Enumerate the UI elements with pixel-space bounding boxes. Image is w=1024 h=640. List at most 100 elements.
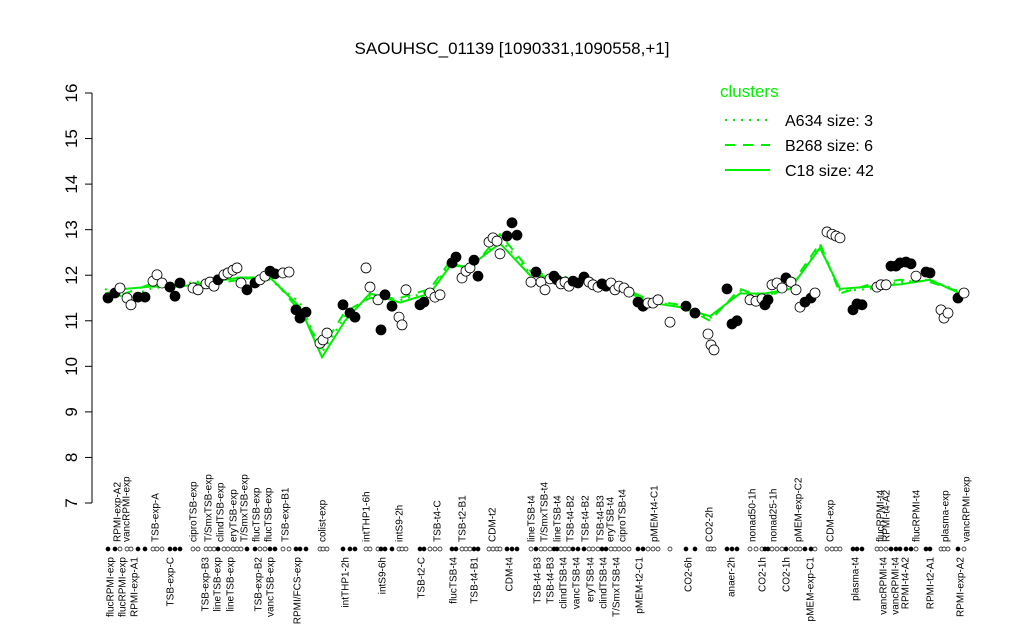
rug-point — [562, 546, 568, 552]
data-point — [396, 319, 408, 331]
rug-point — [347, 546, 353, 552]
rug-point — [449, 546, 455, 552]
data-point — [174, 277, 186, 289]
rug-point — [340, 546, 346, 552]
data-point — [169, 290, 181, 302]
rug-point — [167, 546, 173, 552]
rug-point — [612, 546, 618, 552]
rug-point — [747, 546, 753, 552]
y-tick-label: 7 — [62, 498, 81, 507]
data-point — [472, 270, 484, 282]
sample-label: RPMI-t4-A2 — [882, 489, 893, 542]
rug-point — [320, 546, 326, 552]
sample-label: CO2-1h — [758, 557, 769, 592]
rug-point — [941, 546, 947, 552]
sample-label: RPMI-exp-A2 — [113, 482, 124, 542]
sample-label: flucRPMI-t4 — [912, 489, 923, 542]
rug-point — [538, 546, 544, 552]
rug-point — [267, 546, 273, 552]
sample-label: flucTSB-exp — [252, 487, 263, 542]
rug-point — [667, 546, 673, 552]
rug-point — [293, 546, 299, 552]
sample-label: flucRPMI-t4 — [876, 489, 887, 542]
data-point — [539, 284, 551, 296]
sample-label: RPMI-exp-A2 — [956, 557, 967, 617]
data-point — [375, 324, 387, 336]
sample-label: flucTSB-t4 — [449, 557, 460, 604]
sample-label: pMEM-exp-C1 — [806, 557, 817, 622]
cluster-line — [104, 232, 966, 351]
rug-point — [124, 546, 130, 552]
sample-label: clindTSB-t4 — [599, 557, 610, 609]
rug-point — [797, 546, 803, 552]
data-point — [400, 284, 412, 296]
rug-point — [824, 546, 830, 552]
rug-point — [893, 546, 899, 552]
data-point — [702, 328, 714, 340]
data-point — [501, 230, 513, 242]
rug-point — [774, 546, 780, 552]
sample-label: TSB-exp-C — [166, 557, 177, 606]
sample-label: clindTSB-t4 — [559, 557, 570, 609]
data-point — [491, 235, 503, 247]
rug-point — [105, 546, 111, 552]
rug-point — [621, 546, 627, 552]
rug-point — [234, 546, 240, 552]
rug-point — [471, 546, 477, 552]
sample-label: TSB-t2-B1 — [458, 495, 469, 542]
rug-point — [427, 546, 433, 552]
rug-point — [382, 546, 388, 552]
rug-point — [913, 546, 919, 552]
rug-point — [923, 546, 929, 552]
rug-point — [389, 546, 395, 552]
data-point — [958, 287, 970, 299]
data-point — [834, 232, 846, 244]
rug-point — [244, 546, 250, 552]
rug-point — [812, 546, 818, 552]
sample-label: RPMI-t4-A2 — [901, 557, 912, 610]
legend-label: A634 size: 3 — [785, 113, 873, 130]
sample-label: lineTSB-exp — [213, 557, 224, 612]
rug-point — [297, 546, 303, 552]
sample-label: TSB-exp-B1 — [281, 487, 292, 542]
data-point — [125, 299, 137, 311]
data-point — [652, 294, 664, 306]
rug-point — [303, 546, 309, 552]
sample-label: flucRPMI-exp — [106, 557, 117, 617]
rug-point — [257, 546, 263, 552]
data-point — [114, 282, 126, 294]
rug-point — [683, 546, 689, 552]
sample-label: TSB-t4-B2 — [566, 495, 577, 542]
data-point — [525, 276, 537, 288]
sample-label: TSB-t4-B1 — [470, 557, 481, 604]
y-tick-label: 10 — [62, 357, 81, 376]
sample-label: TSB-exp-A — [151, 493, 162, 542]
sample-label: intTHP1-6h — [362, 491, 373, 542]
sample-label: CO2-6h — [684, 557, 695, 592]
sample-label: intS9-6h — [378, 557, 389, 594]
data-point — [762, 294, 774, 306]
data-point — [856, 299, 868, 311]
rug-point — [903, 546, 909, 552]
sample-label: T/SmxTSB-exp — [204, 474, 215, 542]
sample-label: pMEM-t4-C1 — [650, 485, 661, 542]
rug-point — [558, 546, 564, 552]
data-point — [785, 276, 797, 288]
rug-point — [195, 546, 201, 552]
rug-point — [608, 546, 614, 552]
rug-point — [640, 546, 646, 552]
data-point — [235, 277, 247, 289]
data-point — [623, 286, 635, 298]
sample-label: vancRPMI-t4 — [891, 557, 902, 615]
rug-point — [955, 546, 961, 552]
data-point — [924, 267, 936, 279]
y-tick-label: 14 — [62, 175, 81, 194]
rug-point — [421, 546, 427, 552]
data-point — [511, 229, 523, 241]
rug-point — [142, 546, 148, 552]
rug-point — [655, 546, 661, 552]
rug-point — [927, 546, 933, 552]
sample-label: anaer-2h — [727, 557, 738, 597]
data-point — [360, 262, 372, 274]
data-point — [139, 291, 151, 303]
